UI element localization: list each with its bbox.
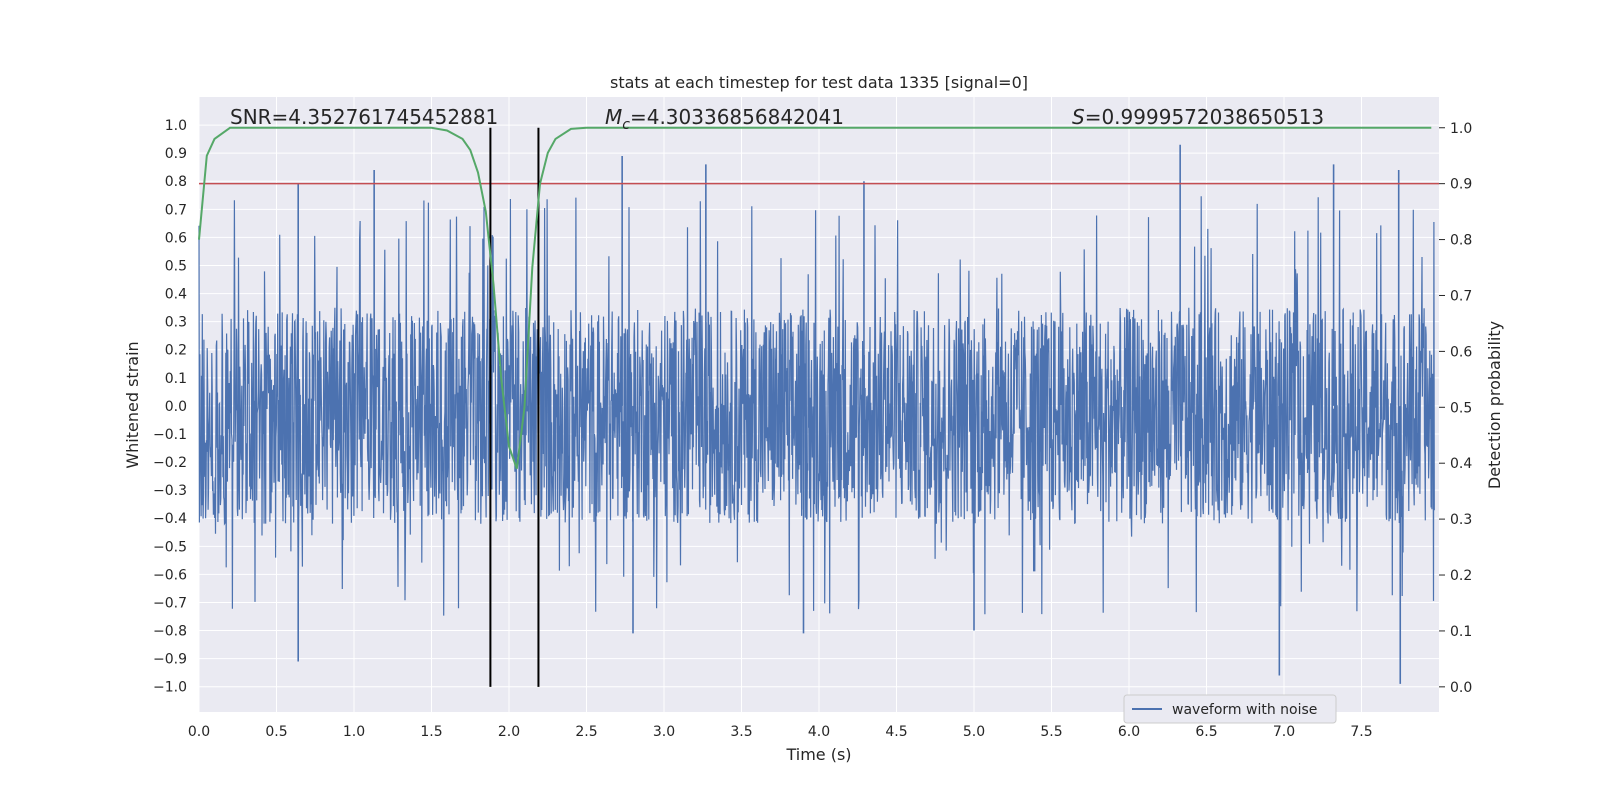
chart-title: stats at each timestep for test data 133…	[610, 73, 1028, 92]
annotation-s-symbol: S	[1072, 105, 1085, 129]
x-axis-label: Time (s)	[785, 745, 851, 764]
x-tick-label: 0.5	[265, 724, 287, 740]
overlay-lines	[198, 126, 1439, 687]
x-tick-label: 4.0	[808, 724, 830, 740]
annotation-chirp-mass: Mc=4.30336856842041	[605, 105, 844, 133]
y-tick-label: −0.3	[153, 483, 187, 499]
y-tick-label: 0.4	[165, 287, 187, 303]
waveform-path	[198, 196, 1435, 616]
y-tick-label: −0.1	[153, 427, 187, 443]
y-tick-label: 1.0	[165, 118, 187, 134]
y-tick-labels: 1.0 0.9 0.8 0.7 0.6 0.5 0.4 0.3 0.2 0.1 0.0 −0.1 −0.…	[153, 118, 187, 696]
x-tick-label: 7.0	[1273, 724, 1295, 740]
x-tick-label: 7.5	[1350, 724, 1372, 740]
y-tick-label: −0.4	[153, 511, 187, 527]
y-tick-label: 0.7	[165, 202, 187, 218]
y2-tick-label: 0.1	[1450, 624, 1472, 640]
x-tick-label: 3.5	[730, 724, 752, 740]
annotation-mc-value: =4.30336856842041	[630, 105, 844, 129]
y2-axis-label: Detection probability	[1485, 321, 1504, 489]
y-tick-label: −0.7	[153, 595, 187, 611]
x-tick-label: 5.5	[1040, 724, 1062, 740]
y-axis-label: Whitened strain	[123, 341, 142, 468]
x-tick-label: 2.5	[575, 724, 597, 740]
x-tick-label: 6.0	[1118, 724, 1140, 740]
y-tick-label: 0.5	[165, 258, 187, 274]
y-tick-label: −0.8	[153, 624, 187, 640]
y-tick-label: 0.0	[165, 399, 187, 415]
y2-tick-label: 0.2	[1450, 568, 1472, 584]
annotation-mc-symbol: M	[605, 105, 622, 129]
y2-tick-label: 0.6	[1450, 344, 1472, 360]
legend: waveform with noise	[1123, 694, 1337, 724]
y-tick-label: −0.6	[153, 567, 187, 583]
x-tick-labels: 0.0 0.5 1.0 1.5 2.0 2.5 3.0 3.5 4.0 4.5 5.0 5.5 6.0 6…	[188, 724, 1373, 740]
y-tick-label: 0.9	[165, 146, 187, 162]
y-tick-label: 0.1	[165, 371, 187, 387]
y2-tick-label: 0.9	[1450, 177, 1472, 193]
y-tick-label: −0.5	[153, 539, 187, 555]
y-tick-label: 0.6	[165, 230, 187, 246]
y-tick-label: −0.2	[153, 455, 187, 471]
x-tick-label: 3.0	[653, 724, 675, 740]
waveform-series	[198, 144, 1435, 684]
x-tick-label: 6.5	[1195, 724, 1217, 740]
x-tick-label: 0.0	[188, 724, 210, 740]
y2-tick-labels: 1.0 0.9 0.8 0.7 0.6 0.5 0.4 0.3 0.2 0.1 0.0	[1439, 121, 1472, 696]
y-tick-label: 0.2	[165, 343, 187, 359]
y2-tick-label: 0.7	[1450, 288, 1472, 304]
y2-tick-label: 0.3	[1450, 512, 1472, 528]
x-tick-label: 1.0	[343, 724, 365, 740]
x-tick-label: 4.5	[885, 724, 907, 740]
y-tick-label: 0.8	[165, 174, 187, 190]
y2-tick-label: 1.0	[1450, 121, 1472, 137]
x-tick-label: 1.5	[420, 724, 442, 740]
annotation-snr: SNR=4.352761745452881	[230, 105, 498, 129]
y-tick-label: 0.3	[165, 315, 187, 331]
legend-box	[1123, 694, 1337, 724]
annotation-s: S=0.9999572038650513	[1072, 105, 1324, 129]
annotation-s-value: =0.9999572038650513	[1085, 105, 1324, 129]
y2-tick-label: 0.0	[1450, 680, 1472, 696]
y2-tick-label: 0.8	[1450, 233, 1472, 249]
detection-probability-line	[198, 126, 1432, 470]
y2-tick-label: 0.4	[1450, 456, 1472, 472]
x-tick-label: 5.0	[963, 724, 985, 740]
legend-waveform-label: waveform with noise	[1172, 702, 1317, 718]
y-tick-label: −1.0	[153, 680, 187, 696]
y2-tick-label: 0.5	[1450, 400, 1472, 416]
x-tick-label: 2.0	[498, 724, 520, 740]
annotation-mc-subscript: c	[622, 117, 630, 133]
y-tick-label: −0.9	[153, 652, 187, 668]
